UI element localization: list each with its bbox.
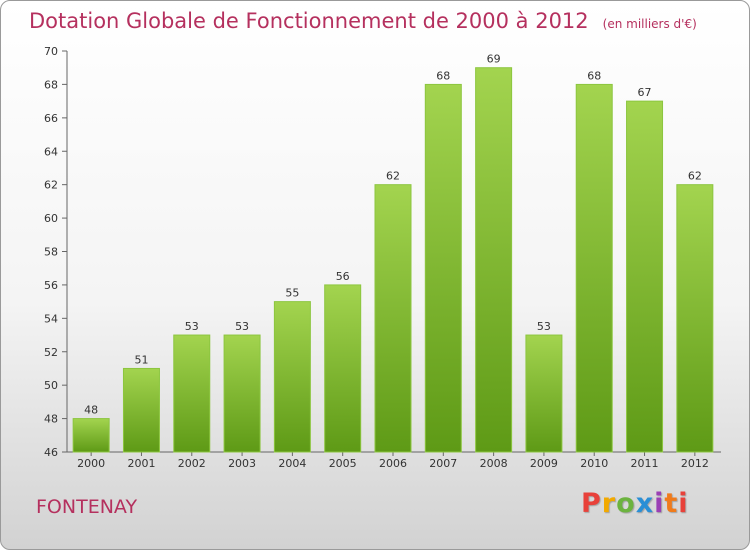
data-label-2004: 55 — [285, 287, 299, 300]
x-tick-label-2009: 2009 — [530, 457, 558, 470]
bar-2012 — [676, 184, 714, 453]
data-label-2011: 67 — [638, 86, 652, 99]
x-tick-label-2006: 2006 — [379, 457, 407, 470]
y-tick-label: 64 — [44, 145, 58, 158]
place-name: FONTENAY — [36, 496, 138, 518]
y-tick-label: 58 — [44, 246, 58, 259]
bar-2010 — [575, 83, 613, 453]
proxiti-logo: Proxiti — [581, 488, 689, 519]
x-tick-label-2000: 2000 — [77, 457, 105, 470]
chart-unit: (en milliers d'€) — [602, 17, 697, 31]
logo-letter: r — [601, 488, 617, 519]
chart-title-text: Dotation Globale de Fonctionnement de 20… — [29, 9, 589, 33]
y-tick-label: 62 — [44, 179, 58, 192]
data-label-2006: 62 — [386, 170, 400, 183]
data-label-2010: 68 — [587, 69, 601, 82]
y-tick-label: 50 — [44, 379, 58, 392]
y-tick-label: 46 — [44, 446, 58, 459]
bar-2003 — [223, 334, 261, 453]
logo-letter: i — [678, 488, 689, 519]
x-tick-label-2011: 2011 — [631, 457, 659, 470]
y-tick-label: 68 — [44, 78, 58, 91]
data-label-2003: 53 — [235, 320, 249, 333]
chart-title: Dotation Globale de Fonctionnement de 20… — [29, 9, 697, 33]
x-tick-label-2002: 2002 — [178, 457, 206, 470]
data-label-2005: 56 — [336, 270, 350, 283]
data-label-2007: 68 — [436, 69, 450, 82]
x-tick-label-2005: 2005 — [329, 457, 357, 470]
bar-2004 — [273, 301, 311, 453]
bar-2011 — [626, 100, 664, 453]
data-label-2001: 51 — [134, 353, 148, 366]
x-tick-label-2008: 2008 — [480, 457, 508, 470]
data-label-2009: 53 — [537, 320, 551, 333]
x-tick-label-2012: 2012 — [681, 457, 709, 470]
bar-2001 — [122, 367, 160, 453]
bar-2000 — [72, 418, 110, 453]
y-tick-label: 60 — [44, 212, 58, 225]
x-tick-label-2003: 2003 — [228, 457, 256, 470]
y-tick-label: 70 — [44, 45, 58, 58]
data-label-2008: 69 — [487, 53, 501, 66]
x-tick-label-2001: 2001 — [127, 457, 155, 470]
logo-letter: t — [664, 488, 679, 519]
x-tick-label-2010: 2010 — [580, 457, 608, 470]
logo-letter: P — [581, 488, 602, 519]
logo-letter: i — [654, 488, 665, 519]
data-label-2012: 62 — [688, 170, 702, 183]
bar-2008 — [475, 67, 513, 453]
y-tick-label: 54 — [44, 312, 58, 325]
x-tick-label-2007: 2007 — [429, 457, 457, 470]
logo-letter: o — [616, 488, 636, 519]
bar-2005 — [324, 284, 362, 453]
bar-2002 — [173, 334, 211, 453]
bar-2009 — [525, 334, 563, 453]
y-tick-label: 52 — [44, 346, 58, 359]
data-label-2000: 48 — [84, 404, 98, 417]
y-tick-label: 48 — [44, 413, 58, 426]
x-tick-label-2004: 2004 — [278, 457, 306, 470]
data-label-2002: 53 — [185, 320, 199, 333]
bar-2007 — [424, 83, 462, 453]
y-tick-label: 56 — [44, 279, 58, 292]
logo-letter: x — [635, 488, 655, 519]
bar-2006 — [374, 184, 412, 453]
y-tick-label: 66 — [44, 112, 58, 125]
